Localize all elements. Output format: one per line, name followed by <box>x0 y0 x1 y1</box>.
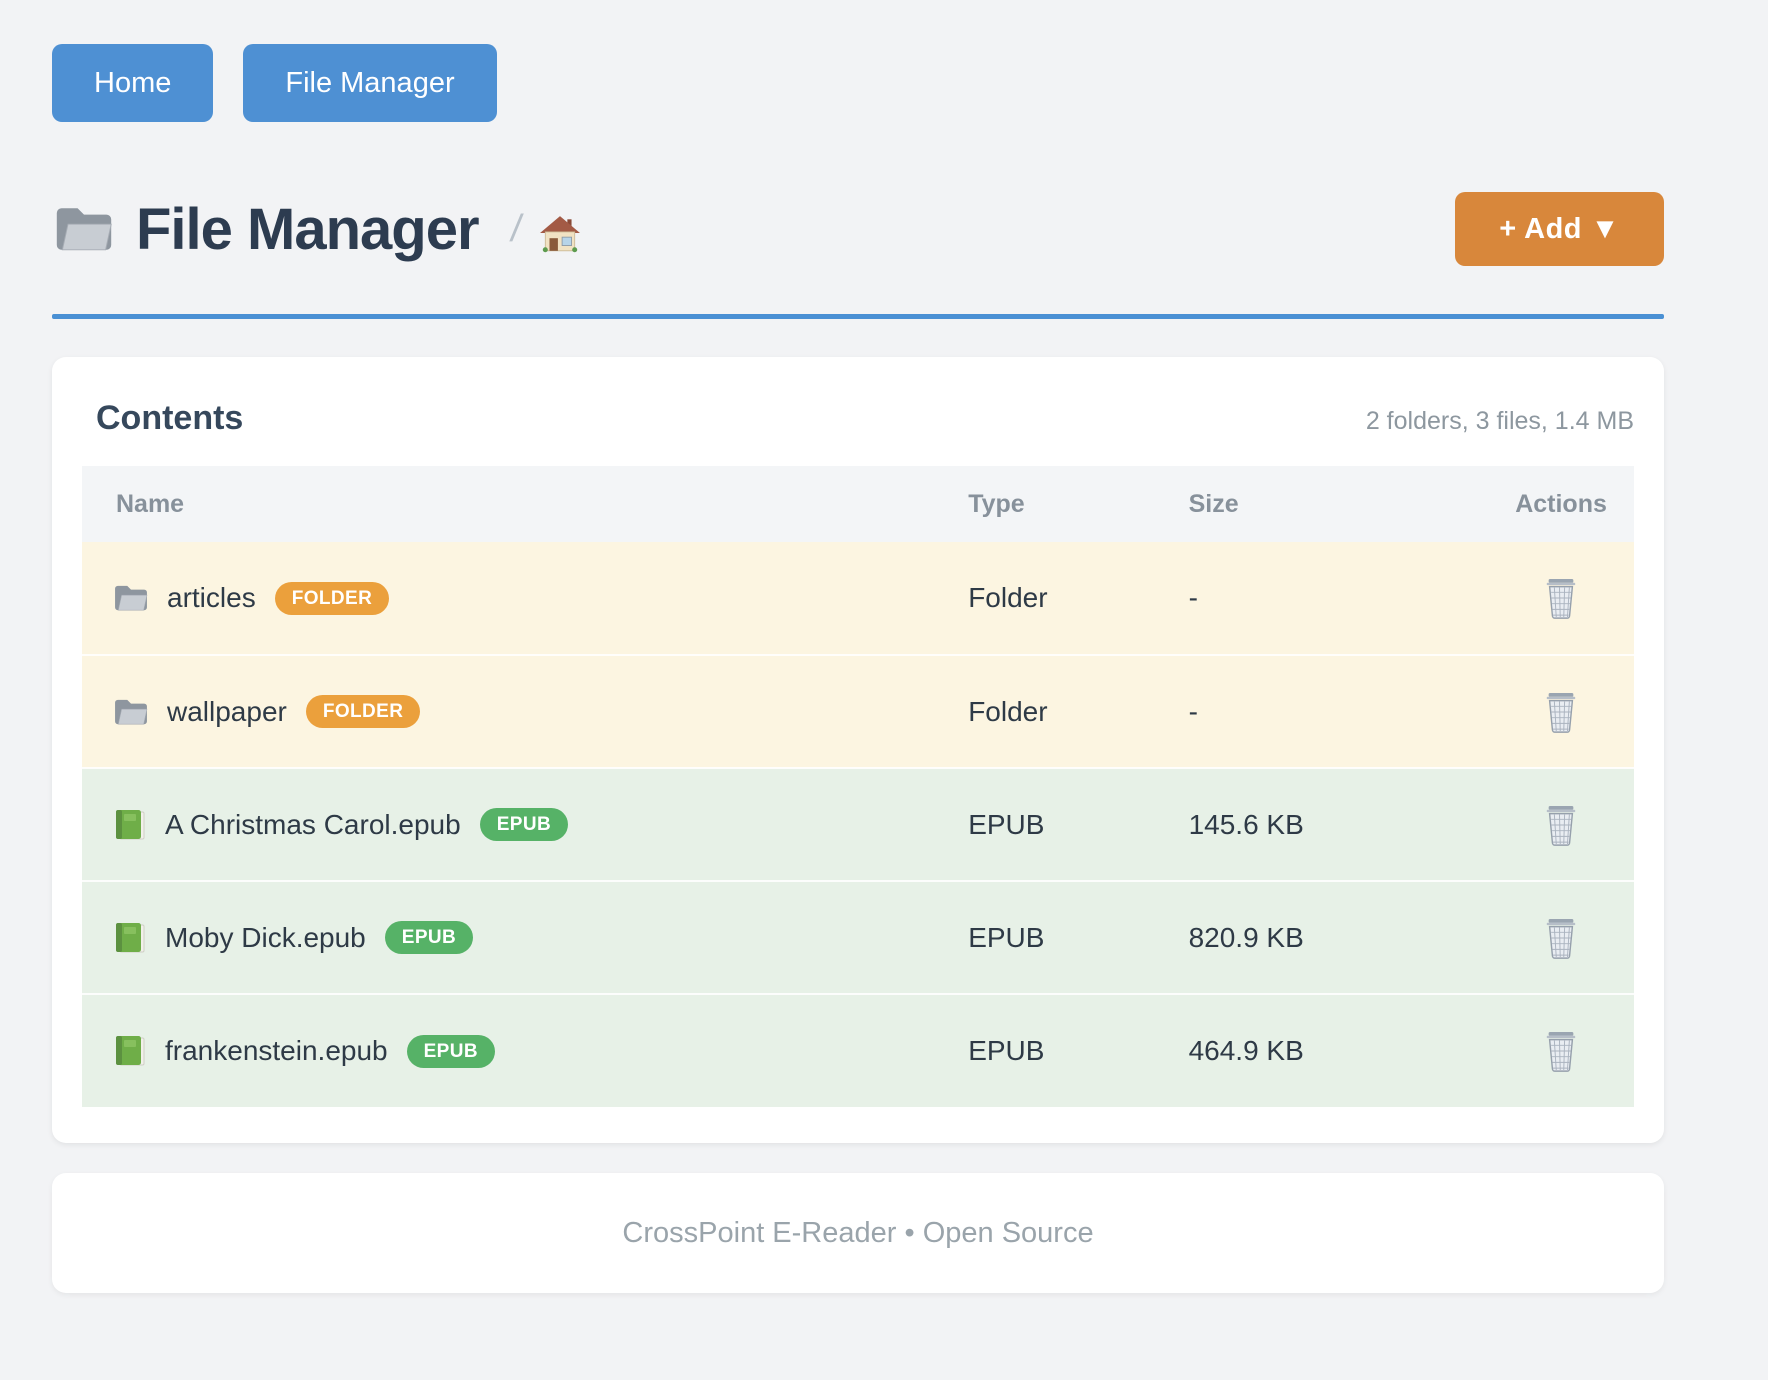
file-type: EPUB <box>968 993 1189 1107</box>
column-header-size: Size <box>1188 466 1489 542</box>
table-row: articles FOLDER Folder - <box>82 542 1634 655</box>
type-badge: EPUB <box>479 808 569 841</box>
top-nav: Home File Manager <box>52 0 1664 122</box>
folder-icon <box>56 208 112 251</box>
table-row: frankenstein.epub EPUB EPUB 464.9 KB <box>82 993 1634 1107</box>
book-icon <box>116 922 145 952</box>
file-size: 820.9 KB <box>1188 880 1489 994</box>
page-title: File Manager <box>136 196 480 262</box>
footer: CrossPoint E-Reader • Open Source <box>52 1173 1664 1293</box>
contents-card-header: Contents 2 folders, 3 files, 1.4 MB <box>82 399 1634 438</box>
column-header-type: Type <box>968 466 1189 542</box>
type-badge: FOLDER <box>305 695 421 728</box>
file-name-link[interactable]: wallpaper <box>167 695 287 727</box>
add-button[interactable]: + Add ▼ <box>1455 192 1664 266</box>
trash-icon <box>1546 918 1576 959</box>
file-name-link[interactable]: articles <box>167 582 256 613</box>
file-manager-button[interactable]: File Manager <box>243 44 497 122</box>
file-size: - <box>1188 654 1489 768</box>
column-header-actions: Actions <box>1488 466 1634 542</box>
title-group: File Manager / <box>52 196 1455 263</box>
delete-button[interactable] <box>1536 799 1586 851</box>
footer-text: CrossPoint E-Reader • Open Source <box>622 1216 1094 1249</box>
type-badge: EPUB <box>384 921 474 954</box>
folder-icon <box>115 585 148 611</box>
file-type: EPUB <box>968 767 1189 881</box>
delete-button[interactable] <box>1536 1025 1586 1077</box>
table-row: wallpaper FOLDER Folder - <box>82 654 1634 768</box>
file-size: - <box>1188 542 1489 655</box>
file-type: Folder <box>968 654 1189 768</box>
trash-icon <box>1546 692 1576 733</box>
type-badge: EPUB <box>406 1034 495 1068</box>
file-size: 464.9 KB <box>1188 993 1489 1107</box>
trash-icon <box>1546 579 1576 619</box>
home-button[interactable]: Home <box>52 44 214 122</box>
breadcrumb-separator: / <box>507 207 525 250</box>
breadcrumb[interactable] <box>539 215 581 253</box>
table-header-row: Name Type Size Actions <box>82 466 1634 542</box>
file-table: Name Type Size Actions articles FOLDER F… <box>82 466 1634 1107</box>
home-icon <box>540 216 581 253</box>
contents-title: Contents <box>96 399 244 437</box>
contents-card: Contents 2 folders, 3 files, 1.4 MB Name… <box>52 357 1664 1143</box>
file-name-link[interactable]: A Christmas Carol.epub <box>165 808 461 840</box>
book-icon <box>116 1036 145 1066</box>
file-type: Folder <box>968 542 1189 655</box>
delete-button[interactable] <box>1536 686 1586 738</box>
table-row: A Christmas Carol.epub EPUB EPUB 145.6 K… <box>82 767 1634 881</box>
table-row: Moby Dick.epub EPUB EPUB 820.9 KB <box>82 880 1634 994</box>
file-type: EPUB <box>968 880 1189 994</box>
file-name-link[interactable]: frankenstein.epub <box>165 1035 388 1066</box>
folder-icon <box>115 699 148 724</box>
delete-button[interactable] <box>1536 572 1586 624</box>
page: Home File Manager File Manager / <box>52 0 1664 1293</box>
book-icon <box>116 809 145 839</box>
file-size: 145.6 KB <box>1188 767 1489 881</box>
header-rule <box>52 314 1664 319</box>
contents-summary: 2 folders, 3 files, 1.4 MB <box>1365 407 1634 435</box>
trash-icon <box>1546 1032 1576 1072</box>
trash-icon <box>1546 805 1576 846</box>
delete-button[interactable] <box>1536 912 1586 964</box>
page-header: File Manager / + Add ▼ <box>52 192 1664 266</box>
column-header-name: Name <box>82 466 969 542</box>
type-badge: FOLDER <box>274 581 390 615</box>
file-name-link[interactable]: Moby Dick.epub <box>165 921 366 953</box>
